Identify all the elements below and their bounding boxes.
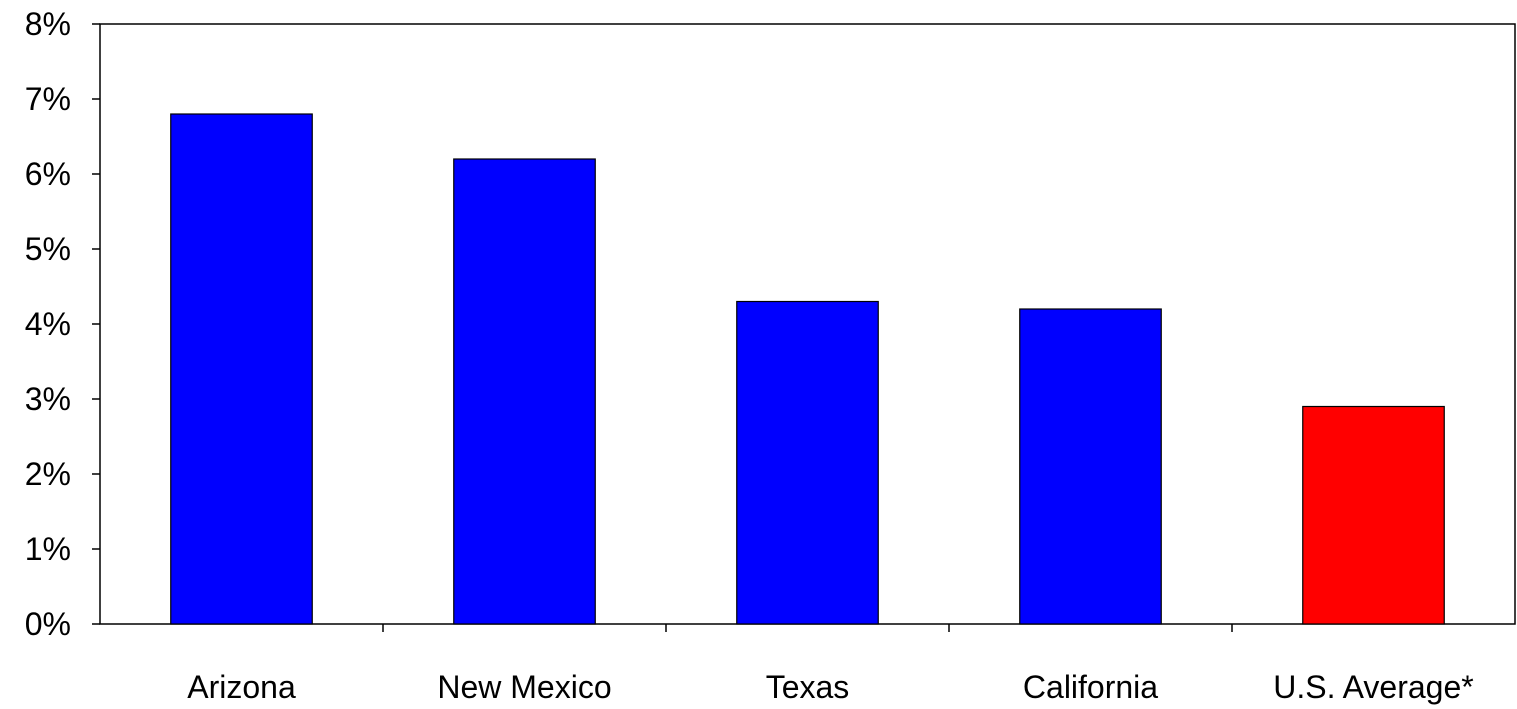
y-axis-tick-labels: 0% 1% 2% 3% 4% 5% 6% 7% 8%: [25, 6, 71, 642]
x-axis-category-labels: Arizona New Mexico Texas California U.S. Ave…: [187, 669, 1473, 705]
y-tick-label: 5%: [25, 231, 71, 267]
bar-arizona: [170, 113, 313, 625]
bar-u-s-average: [1302, 405, 1445, 625]
bar-california: [1019, 308, 1162, 625]
y-tick-label: 4%: [25, 306, 71, 342]
x-category-label: Arizona: [187, 669, 296, 705]
y-tick-label: 6%: [25, 156, 71, 192]
x-category-label: New Mexico: [437, 669, 611, 705]
x-category-label: U.S. Average*: [1273, 669, 1473, 705]
y-tick-label: 2%: [25, 456, 71, 492]
x-category-label: Texas: [766, 669, 850, 705]
x-axis-ticks: [382, 624, 1233, 632]
y-tick-label: 7%: [25, 81, 71, 117]
bar-new-mexico: [453, 158, 596, 625]
y-tick-label: 0%: [25, 606, 71, 642]
x-category-label: California: [1023, 669, 1158, 705]
bar-series: [170, 113, 1445, 625]
y-tick-label: 3%: [25, 381, 71, 417]
y-tick-label: 8%: [25, 6, 71, 42]
bar-texas: [736, 300, 879, 625]
y-axis-ticks: [92, 23, 100, 625]
y-tick-label: 1%: [25, 531, 71, 567]
